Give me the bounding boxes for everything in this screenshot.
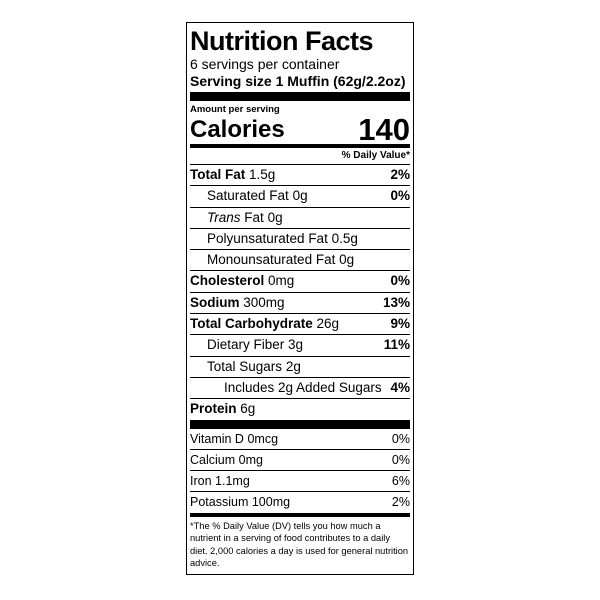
vitamin-name: Potassium — [190, 495, 249, 510]
nutrient-row: Polyunsaturated Fat 0.5g — [190, 229, 410, 251]
footnote: *The % Daily Value (DV) tells you how mu… — [190, 520, 409, 569]
vitamin-dv: 2% — [391, 495, 410, 510]
serving-size-value: 1 Muffin (62g/2.2oz) — [275, 73, 406, 89]
vitamin-label: Calcium 0mg — [190, 450, 263, 470]
nutrient-name-italic: Trans — [207, 209, 241, 225]
vitamin-row: Potassium 100mg 2% — [190, 492, 410, 512]
vitamin-row: Calcium 0mg 0% — [190, 450, 410, 472]
vitamin-dv: 0% — [391, 431, 410, 446]
nutrient-text: Includes 2g Added Sugars — [224, 379, 382, 395]
nutrient-name: Cholesterol — [190, 273, 265, 289]
title: Nutrition Facts — [190, 26, 374, 56]
nutrient-amount: 26g — [316, 316, 340, 332]
nutrient-amount: 0g — [339, 252, 355, 268]
nutrient-row: Saturated Fat 0g 0% — [190, 186, 410, 208]
vitamin-name: Vitamin D — [190, 431, 244, 446]
nutrient-name: Polyunsaturated Fat — [207, 230, 328, 246]
divider — [190, 144, 410, 148]
nutrient-row: Total Sugars 2g — [190, 357, 410, 378]
serving-size: Serving size 1 Muffin (62g/2.2oz) — [190, 73, 410, 90]
vitamin-amount: 0mcg — [247, 431, 279, 446]
nutrient-amount: 0mg — [268, 273, 295, 289]
nutrient-dv: 9% — [390, 316, 410, 332]
nutrient-amount: 1.5g — [249, 167, 276, 182]
nutrient-name: Dietary Fiber — [207, 337, 285, 353]
nutrient-dv: 4% — [390, 379, 410, 395]
divider — [190, 92, 410, 101]
nutrient-row: Trans Fat 0g — [190, 208, 410, 229]
servings: 6 servings per container — [190, 56, 340, 72]
nutrient-row: Includes 2g Added Sugars 4% — [190, 378, 410, 400]
vitamin-label: Vitamin D 0mcg — [190, 429, 278, 449]
nutrient-amount: 3g — [288, 337, 304, 353]
nutrient-row: Dietary Fiber 3g 11% — [190, 335, 410, 357]
nutrient-amount: 2g — [285, 358, 301, 374]
nutrient-dv: 13% — [382, 294, 410, 310]
nutrient-name: Total Fat — [190, 167, 246, 182]
calories-value: 140 — [358, 112, 410, 147]
nutrient-name: Fat — [244, 209, 264, 225]
divider — [190, 512, 410, 517]
nutrient-name: Total Carbohydrate — [190, 316, 313, 332]
vitamin-name: Iron — [190, 474, 212, 489]
vitamin-dv: 6% — [391, 474, 410, 489]
nutrient-dv: 2% — [390, 167, 410, 182]
vitamin-amount: 100mg — [251, 495, 291, 510]
vitamin-dv: 0% — [391, 452, 410, 467]
calories-label: Calories — [190, 116, 285, 143]
nutrient-amount: 0.5g — [331, 230, 358, 246]
nutrient-name: Saturated Fat — [207, 188, 289, 204]
nutrient-row: Sodium 300mg 13% — [190, 293, 410, 315]
vitamins: Vitamin D 0mcg 0% Calcium 0mg 0% Iron 1.1mg 6… — [190, 429, 410, 513]
vitamin-amount: 0mg — [238, 452, 263, 467]
vitamin-label: Potassium 100mg — [190, 492, 290, 512]
nutrient-row: Monounsaturated Fat 0g — [190, 250, 410, 272]
vitamin-label: Iron 1.1mg — [190, 471, 250, 491]
nutrient-dv: 0% — [390, 188, 410, 204]
nutrient-amount: 6g — [240, 401, 256, 417]
nutrient-amount: 300mg — [243, 294, 285, 310]
nutrient-dv: 0% — [390, 273, 410, 289]
nutrition-label: Nutrition Facts 6 servings per container… — [186, 22, 414, 575]
nutrient-row: Total Carbohydrate 26g 9% — [190, 314, 410, 336]
nutrient-amount: 0g — [292, 188, 308, 204]
nutrient-row: Total Fat 1.5g 2% — [190, 165, 410, 187]
serving-size-label: Serving size — [190, 73, 272, 89]
nutrient-dv: 11% — [383, 337, 410, 353]
dv-header: % Daily Value* — [190, 148, 410, 165]
nutrient-name: Monounsaturated Fat — [207, 252, 336, 268]
vitamin-row: Iron 1.1mg 6% — [190, 471, 410, 493]
nutrient-row: Protein 6g — [190, 399, 410, 419]
vitamin-amount: 1.1mg — [215, 474, 250, 489]
vitamin-name: Calcium — [190, 452, 236, 467]
divider — [190, 419, 410, 429]
vitamin-row: Vitamin D 0mcg 0% — [190, 429, 410, 450]
nutrient-name: Total Sugars — [207, 358, 283, 374]
calories: Calories 140 — [190, 112, 410, 147]
nutrient-name: Sodium — [190, 294, 240, 310]
nutrient-amount: 0g — [267, 209, 283, 225]
nutrient-row: Cholesterol 0mg 0% — [190, 271, 410, 293]
amount-per-serving: Amount per serving — [190, 104, 280, 115]
nutrient-name: Protein — [190, 401, 237, 417]
